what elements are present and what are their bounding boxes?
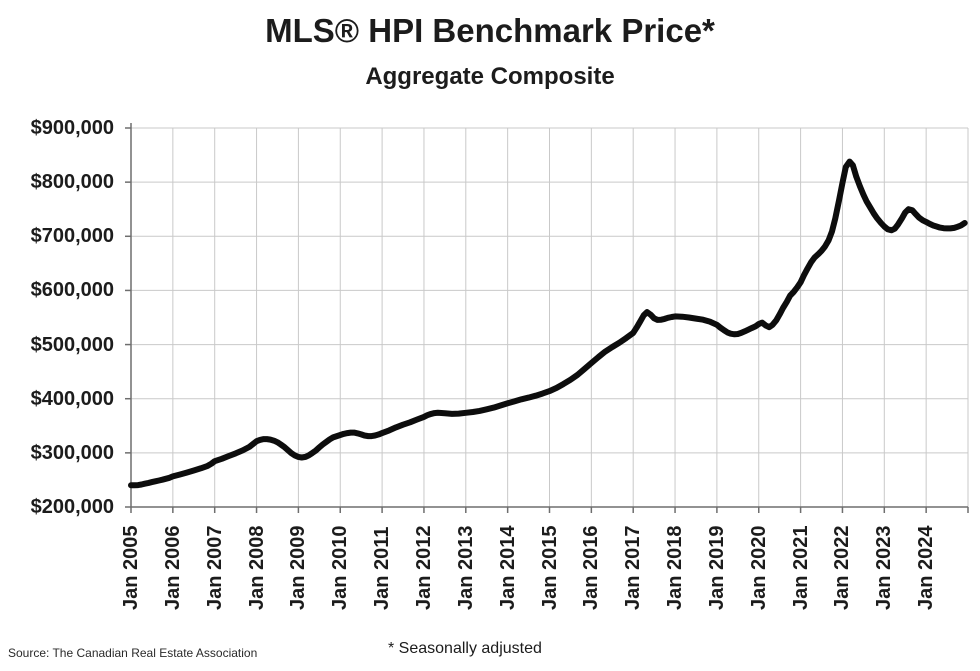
x-tick-label: Jan 2005 — [120, 525, 142, 610]
x-tick-label: Jan 2014 — [496, 525, 519, 610]
x-tick-label: Jan 2016 — [580, 525, 603, 610]
benchmark-price-line — [128, 158, 968, 489]
y-tick-label: $500,000 — [30, 333, 114, 356]
x-tick-label: Jan 2008 — [245, 525, 268, 610]
x-tick-label: Jan 2017 — [622, 525, 645, 610]
x-tick-label: Jan 2011 — [371, 526, 394, 610]
x-tick-label: Jan 2012 — [412, 525, 435, 610]
seasonally-adjusted-footnote: * Seasonally adjusted — [388, 640, 542, 657]
y-tick-label: $800,000 — [30, 171, 114, 194]
x-tick-label: Jan 2010 — [329, 525, 352, 610]
y-tick-label: $900,000 — [30, 117, 114, 139]
y-tick-label: $200,000 — [30, 496, 114, 518]
y-tick-label: $400,000 — [30, 387, 114, 410]
chart-title: MLS® HPI Benchmark Price* — [265, 12, 715, 49]
x-tick-label: Jan 2013 — [454, 525, 477, 610]
x-tick-label: Jan 2024 — [915, 525, 938, 610]
chart-subtitle: Aggregate Composite — [365, 63, 615, 90]
source-attribution: Source: The Canadian Real Estate Associa… — [8, 646, 258, 660]
x-tick-label: Jan 2021 — [789, 525, 812, 610]
x-tick-label: Jan 2015 — [538, 525, 561, 610]
x-tick-label: Jan 2019 — [705, 525, 728, 610]
y-tick-label: $300,000 — [30, 441, 114, 464]
x-tick-label: Jan 2006 — [161, 525, 184, 610]
x-tick-label: Jan 2023 — [873, 525, 896, 610]
y-tick-label: $600,000 — [30, 279, 114, 302]
y-tick-label: $700,000 — [30, 225, 114, 248]
x-tick-label: Jan 2009 — [287, 525, 310, 610]
x-tick-label: Jan 2018 — [664, 525, 687, 610]
x-tick-label: Jan 2020 — [747, 525, 770, 610]
x-tick-label: Jan 2022 — [831, 525, 854, 610]
x-tick-label: Jan 2007 — [203, 525, 226, 610]
